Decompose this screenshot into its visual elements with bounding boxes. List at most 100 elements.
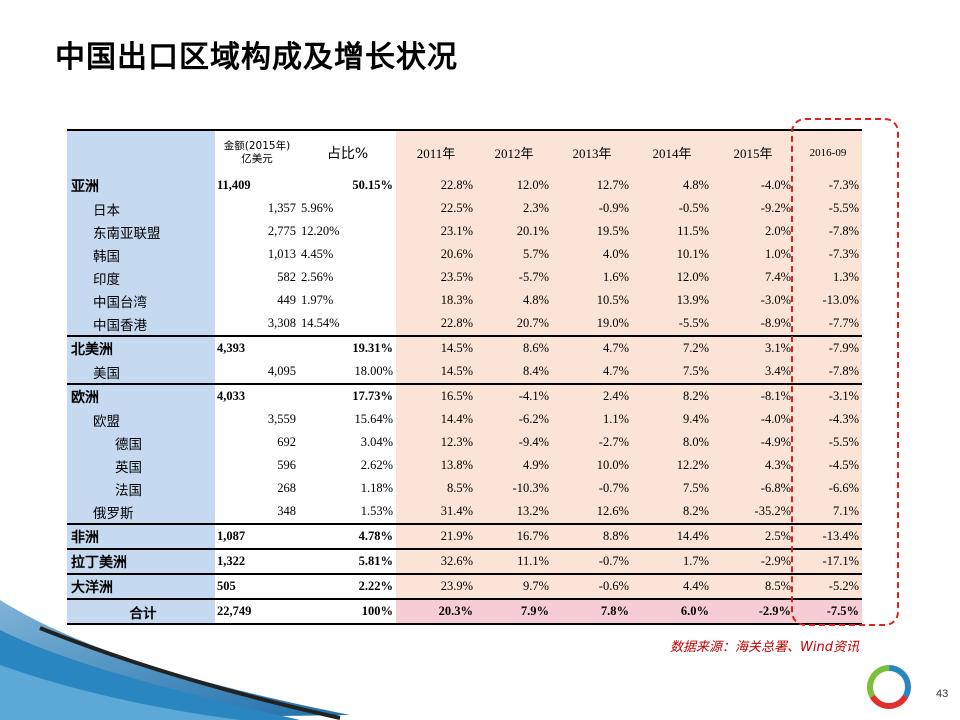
growth-2016-09: -7.3% xyxy=(794,174,862,197)
region-name: 中国台湾 xyxy=(67,289,215,312)
growth-2014: -5.5% xyxy=(632,312,712,336)
growth-2014: 6.0% xyxy=(632,598,712,625)
region-name: 印度 xyxy=(67,266,215,289)
growth-2011: 31.4% xyxy=(396,500,476,524)
export-amount: 2,775 xyxy=(215,220,299,243)
growth-2011: 8.5% xyxy=(396,477,476,500)
header-year: 2012年 xyxy=(476,129,552,174)
growth-2015: -3.0% xyxy=(712,289,794,312)
region-name: 非洲 xyxy=(67,523,215,549)
growth-2013: -0.6% xyxy=(552,573,632,599)
region-name: 日本 xyxy=(67,197,215,220)
table-row: 中国台湾 449 1.97% 18.3% 4.8% 10.5% 13.9% -3.0% -13.… xyxy=(67,289,862,312)
decorative-wave xyxy=(0,600,350,720)
growth-2012: 4.9% xyxy=(476,454,552,477)
growth-2014: 11.5% xyxy=(632,220,712,243)
growth-2012: -10.3% xyxy=(476,477,552,500)
export-amount: 692 xyxy=(215,431,299,454)
growth-2015: -35.2% xyxy=(712,500,794,524)
table-row: 东南亚联盟 2,775 12.20% 23.1% 20.1% 19.5% 11.5% 2.0%… xyxy=(67,220,862,243)
growth-2015: 8.5% xyxy=(712,573,794,599)
table-row: 德国 692 3.04% 12.3% -9.4% -2.7% 8.0% -4.9% -5.5% xyxy=(67,431,862,454)
growth-2015: -4.0% xyxy=(712,174,794,197)
export-share: 5.96% xyxy=(299,197,396,220)
growth-2016-09: -4.3% xyxy=(794,408,862,431)
table-row: 英国 596 2.62% 13.8% 4.9% 10.0% 12.2% 4.3% -4.5% xyxy=(67,454,862,477)
export-share: 2.62% xyxy=(299,454,396,477)
header-year: 2016-09 xyxy=(794,129,862,174)
region-name: 拉丁美洲 xyxy=(67,548,215,574)
growth-2013: 4.7% xyxy=(552,335,632,360)
growth-2016-09: -3.1% xyxy=(794,383,862,408)
export-share: 12.20% xyxy=(299,220,396,243)
growth-2015: -8.9% xyxy=(712,312,794,336)
export-share: 100% xyxy=(299,598,396,625)
growth-2016-09: -6.6% xyxy=(794,477,862,500)
growth-2012: 11.1% xyxy=(476,548,552,574)
header-amount-line1: 金额(2015年) xyxy=(223,139,291,152)
growth-2014: 7.2% xyxy=(632,335,712,360)
growth-2012: 16.7% xyxy=(476,523,552,549)
growth-2014: 7.5% xyxy=(632,360,712,384)
growth-2012: -9.4% xyxy=(476,431,552,454)
growth-2015: 3.4% xyxy=(712,360,794,384)
growth-2016-09: -5.5% xyxy=(794,197,862,220)
export-amount: 268 xyxy=(215,477,299,500)
growth-2013: 12.7% xyxy=(552,174,632,197)
table-total-row: 合计 22,749 100% 20.3% 7.9% 7.8% 6.0% -2.9% -7.5% xyxy=(67,598,862,625)
table-row: 北美洲 4,393 19.31% 14.5% 8.6% 4.7% 7.2% 3.1% -7.9% xyxy=(67,335,862,360)
table-row: 拉丁美洲 1,322 5.81% 32.6% 11.1% -0.7% 1.7% -2.9% -1… xyxy=(67,548,862,574)
growth-2013: 8.8% xyxy=(552,523,632,549)
export-amount: 596 xyxy=(215,454,299,477)
table-row: 非洲 1,087 4.78% 21.9% 16.7% 8.8% 14.4% 2.5% -13.4… xyxy=(67,523,862,549)
growth-2014: 4.8% xyxy=(632,174,712,197)
growth-2015: 7.4% xyxy=(712,266,794,289)
table-row: 亚洲 11,409 50.15% 22.8% 12.0% 12.7% 4.8% -4.0% -7… xyxy=(67,174,862,197)
region-name: 合计 xyxy=(67,598,215,625)
growth-2012: 9.7% xyxy=(476,573,552,599)
table-row: 大洋洲 505 2.22% 23.9% 9.7% -0.6% 4.4% 8.5% -5.2% xyxy=(67,573,862,599)
growth-2016-09: 7.1% xyxy=(794,500,862,524)
growth-2015: 2.0% xyxy=(712,220,794,243)
growth-2015: 4.3% xyxy=(712,454,794,477)
growth-2012: -4.1% xyxy=(476,383,552,408)
growth-2013: -0.7% xyxy=(552,548,632,574)
export-amount: 3,308 xyxy=(215,312,299,336)
growth-2012: 2.3% xyxy=(476,197,552,220)
table-row: 欧洲 4,033 17.73% 16.5% -4.1% 2.4% 8.2% -8.1% -3.1… xyxy=(67,383,862,408)
data-source-note: 数据来源：海关总署、Wind资讯 xyxy=(670,640,859,655)
growth-2015: 3.1% xyxy=(712,335,794,360)
growth-2012: 4.8% xyxy=(476,289,552,312)
table-row: 印度 582 2.56% 23.5% -5.7% 1.6% 12.0% 7.4% 1.3% xyxy=(67,266,862,289)
growth-2011: 23.5% xyxy=(396,266,476,289)
highlight-2016-column xyxy=(791,118,899,626)
growth-2013: 10.5% xyxy=(552,289,632,312)
growth-2013: 4.7% xyxy=(552,360,632,384)
growth-2013: 7.8% xyxy=(552,598,632,625)
table-row: 美国 4,095 18.00% 14.5% 8.4% 4.7% 7.5% 3.4% -7.8% xyxy=(67,360,862,384)
export-share: 2.56% xyxy=(299,266,396,289)
header-year: 2014年 xyxy=(632,129,712,174)
growth-2014: 13.9% xyxy=(632,289,712,312)
growth-2016-09: -7.9% xyxy=(794,335,862,360)
growth-2011: 12.3% xyxy=(396,431,476,454)
growth-2016-09: 1.3% xyxy=(794,266,862,289)
export-amount: 1,087 xyxy=(215,523,299,549)
export-share: 50.15% xyxy=(299,174,396,197)
growth-2014: 9.4% xyxy=(632,408,712,431)
growth-2013: -0.9% xyxy=(552,197,632,220)
growth-2016-09: -13.4% xyxy=(794,523,862,549)
growth-2014: 12.0% xyxy=(632,266,712,289)
growth-2014: 10.1% xyxy=(632,243,712,266)
region-name: 北美洲 xyxy=(67,335,215,360)
growth-2016-09: -7.5% xyxy=(794,598,862,625)
region-name: 韩国 xyxy=(67,243,215,266)
export-share: 19.31% xyxy=(299,335,396,360)
export-share: 14.54% xyxy=(299,312,396,336)
table-body: 亚洲 11,409 50.15% 22.8% 12.0% 12.7% 4.8% -4.0% -7… xyxy=(67,174,862,625)
growth-2015: -9.2% xyxy=(712,197,794,220)
region-name: 中国香港 xyxy=(67,312,215,336)
table-row: 日本 1,357 5.96% 22.5% 2.3% -0.9% -0.5% -9.2% -5.5… xyxy=(67,197,862,220)
export-share: 18.00% xyxy=(299,360,396,384)
export-amount: 1,357 xyxy=(215,197,299,220)
